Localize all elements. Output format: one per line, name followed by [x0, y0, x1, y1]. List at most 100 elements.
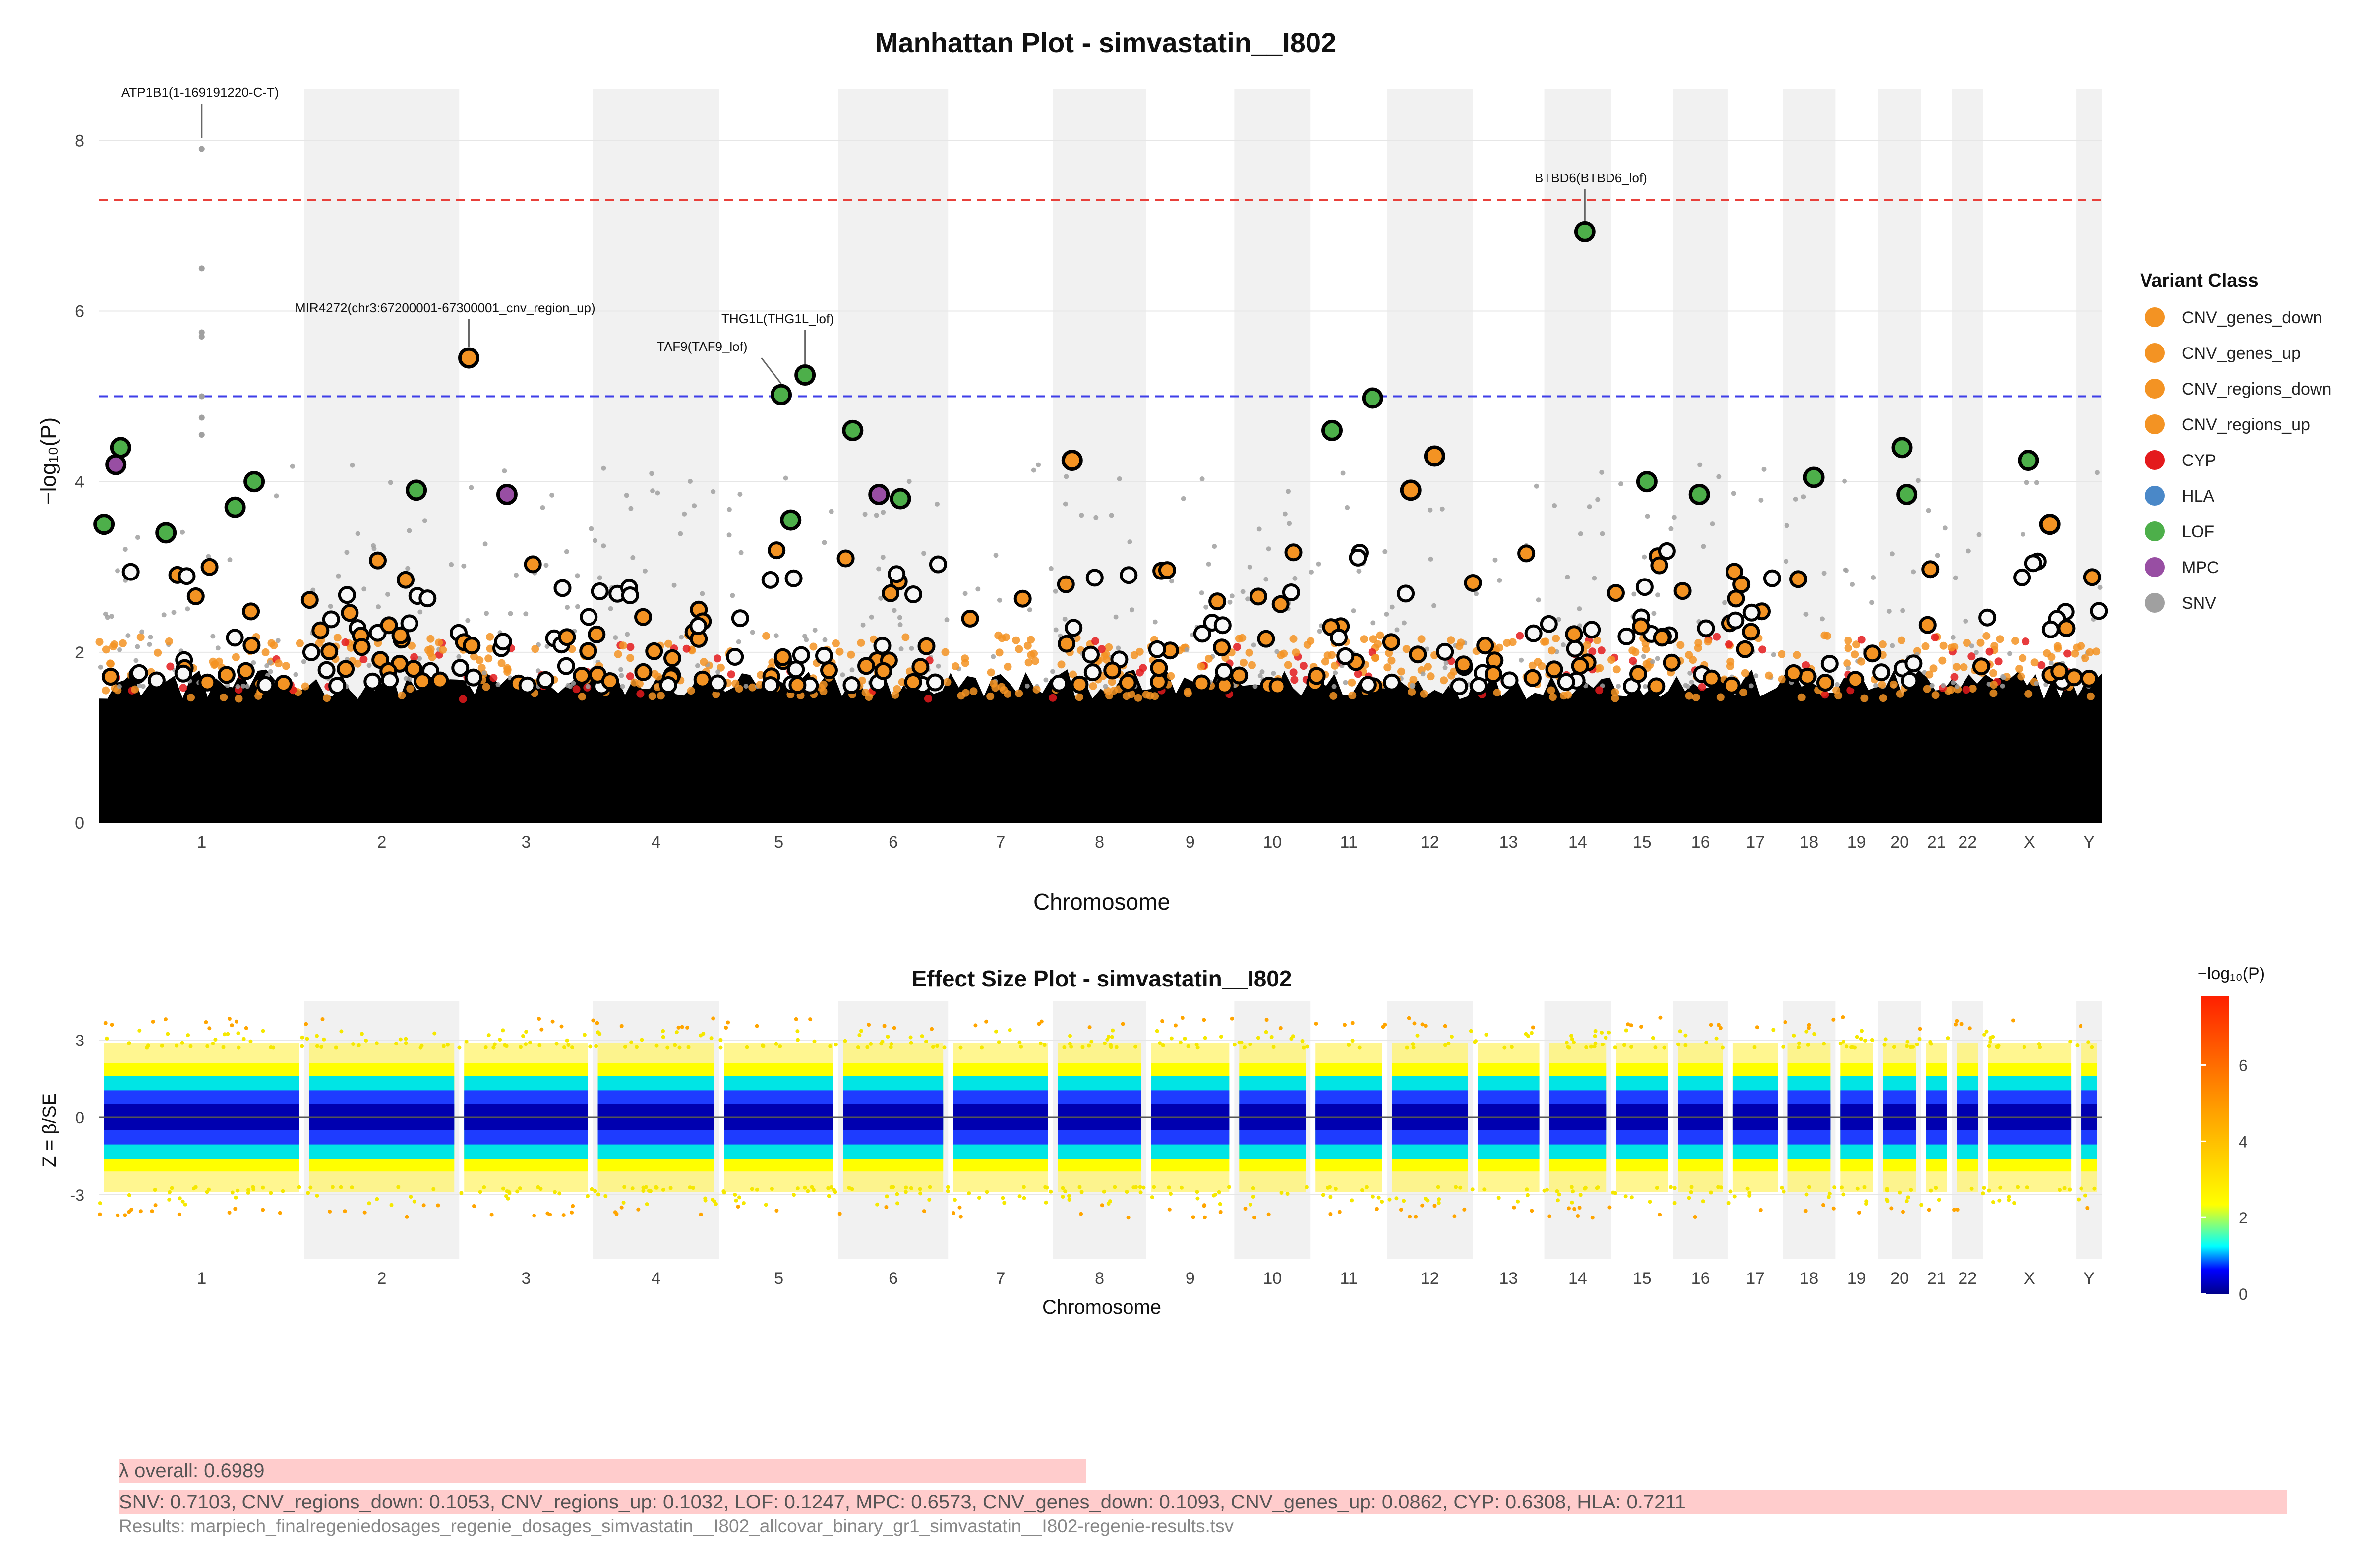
effect-point [1008, 1028, 1012, 1032]
point [1063, 501, 1068, 507]
effect-point [827, 1194, 831, 1198]
point [1428, 556, 1433, 562]
point [1823, 632, 1832, 640]
effect-point [1243, 1045, 1247, 1050]
top-hit-chr15 [1636, 471, 1658, 493]
point [422, 518, 427, 523]
point [1097, 645, 1106, 653]
point [989, 679, 998, 688]
point [1713, 633, 1721, 641]
point [2086, 648, 2094, 656]
point [1257, 630, 1275, 648]
point [1816, 674, 1834, 692]
point [736, 639, 741, 644]
point [2071, 649, 2079, 658]
point [1271, 671, 1276, 676]
point [1464, 574, 1482, 592]
effect-point [1219, 1035, 1223, 1039]
point [225, 683, 230, 688]
effect-point [665, 1045, 670, 1050]
point [679, 635, 684, 640]
effect-point [1496, 1196, 1501, 1200]
point [1758, 498, 1764, 503]
legend-swatch [2145, 593, 2165, 613]
point [1617, 627, 1636, 645]
effect-point [833, 1043, 838, 1047]
effect-point [1350, 1021, 1355, 1025]
effect-point [1589, 1044, 1593, 1049]
point [322, 610, 340, 629]
effect-point [1278, 1026, 1283, 1030]
point [943, 678, 952, 686]
point [1726, 563, 1743, 581]
point [874, 513, 879, 518]
effect-point [1202, 1204, 1206, 1208]
point [2000, 683, 2005, 689]
effect-point [886, 1035, 890, 1039]
point [1409, 645, 1427, 664]
point [1904, 654, 1923, 673]
point [726, 507, 732, 512]
effect-point [537, 1043, 542, 1047]
point [1616, 684, 1621, 689]
effect-point [1038, 1041, 1043, 1045]
point [338, 586, 356, 604]
effect-point [661, 1029, 665, 1033]
effect-point [641, 1189, 646, 1193]
point [1317, 629, 1322, 634]
point [1417, 635, 1426, 643]
point [1869, 600, 1875, 605]
effect-point [1882, 1043, 1887, 1047]
point [822, 540, 827, 545]
effect-x-axis: 1 2 3 4 5 6 7 8 9 10 11 12 13 14 15 16 17 18 19 20 21 22 X Y [197, 1269, 2095, 1288]
legend-label: CNV_regions_down [2182, 380, 2331, 399]
point [1820, 655, 1839, 673]
point [1004, 662, 1012, 671]
point [1091, 637, 1100, 645]
point [178, 567, 196, 585]
point [1687, 670, 1693, 676]
point [1803, 612, 1809, 617]
point [417, 656, 422, 661]
point [861, 689, 870, 697]
effect-point [1611, 1190, 1615, 1195]
effect-point [1138, 1190, 1143, 1195]
effect-point [1080, 1045, 1085, 1049]
effect-point [1704, 1041, 1709, 1045]
point [139, 629, 145, 635]
point [700, 658, 708, 666]
point [564, 549, 569, 554]
effect-point [227, 1211, 232, 1215]
point [1676, 641, 1685, 649]
effect-point [734, 1198, 738, 1203]
point [1245, 596, 1250, 602]
effect-point [892, 1026, 896, 1030]
point [1213, 616, 1232, 635]
point [1497, 578, 1502, 583]
y-tick-label: 6 [75, 302, 84, 321]
point [1470, 677, 1488, 695]
point [860, 622, 866, 628]
point [1359, 676, 1377, 694]
point [1108, 678, 1116, 686]
effect-point [1106, 1035, 1111, 1039]
effect-point [889, 1042, 893, 1046]
effect-point [1807, 1023, 1811, 1027]
x-tick-label: 7 [996, 833, 1006, 852]
effect-point [457, 1045, 462, 1050]
effect-point [1328, 1185, 1332, 1189]
effect-point [205, 1190, 209, 1194]
effect-point [2012, 1201, 2017, 1205]
point [689, 617, 708, 635]
point [575, 604, 580, 609]
point [481, 670, 487, 676]
effect-point [375, 1197, 379, 1201]
effect-point [483, 1045, 488, 1049]
effect-point [421, 1203, 426, 1208]
point [1548, 693, 1557, 701]
effect-point [1693, 1215, 1697, 1219]
point [1031, 467, 1036, 473]
effect-point [223, 1032, 227, 1037]
point [495, 682, 501, 687]
effect-point [1454, 1185, 1458, 1189]
